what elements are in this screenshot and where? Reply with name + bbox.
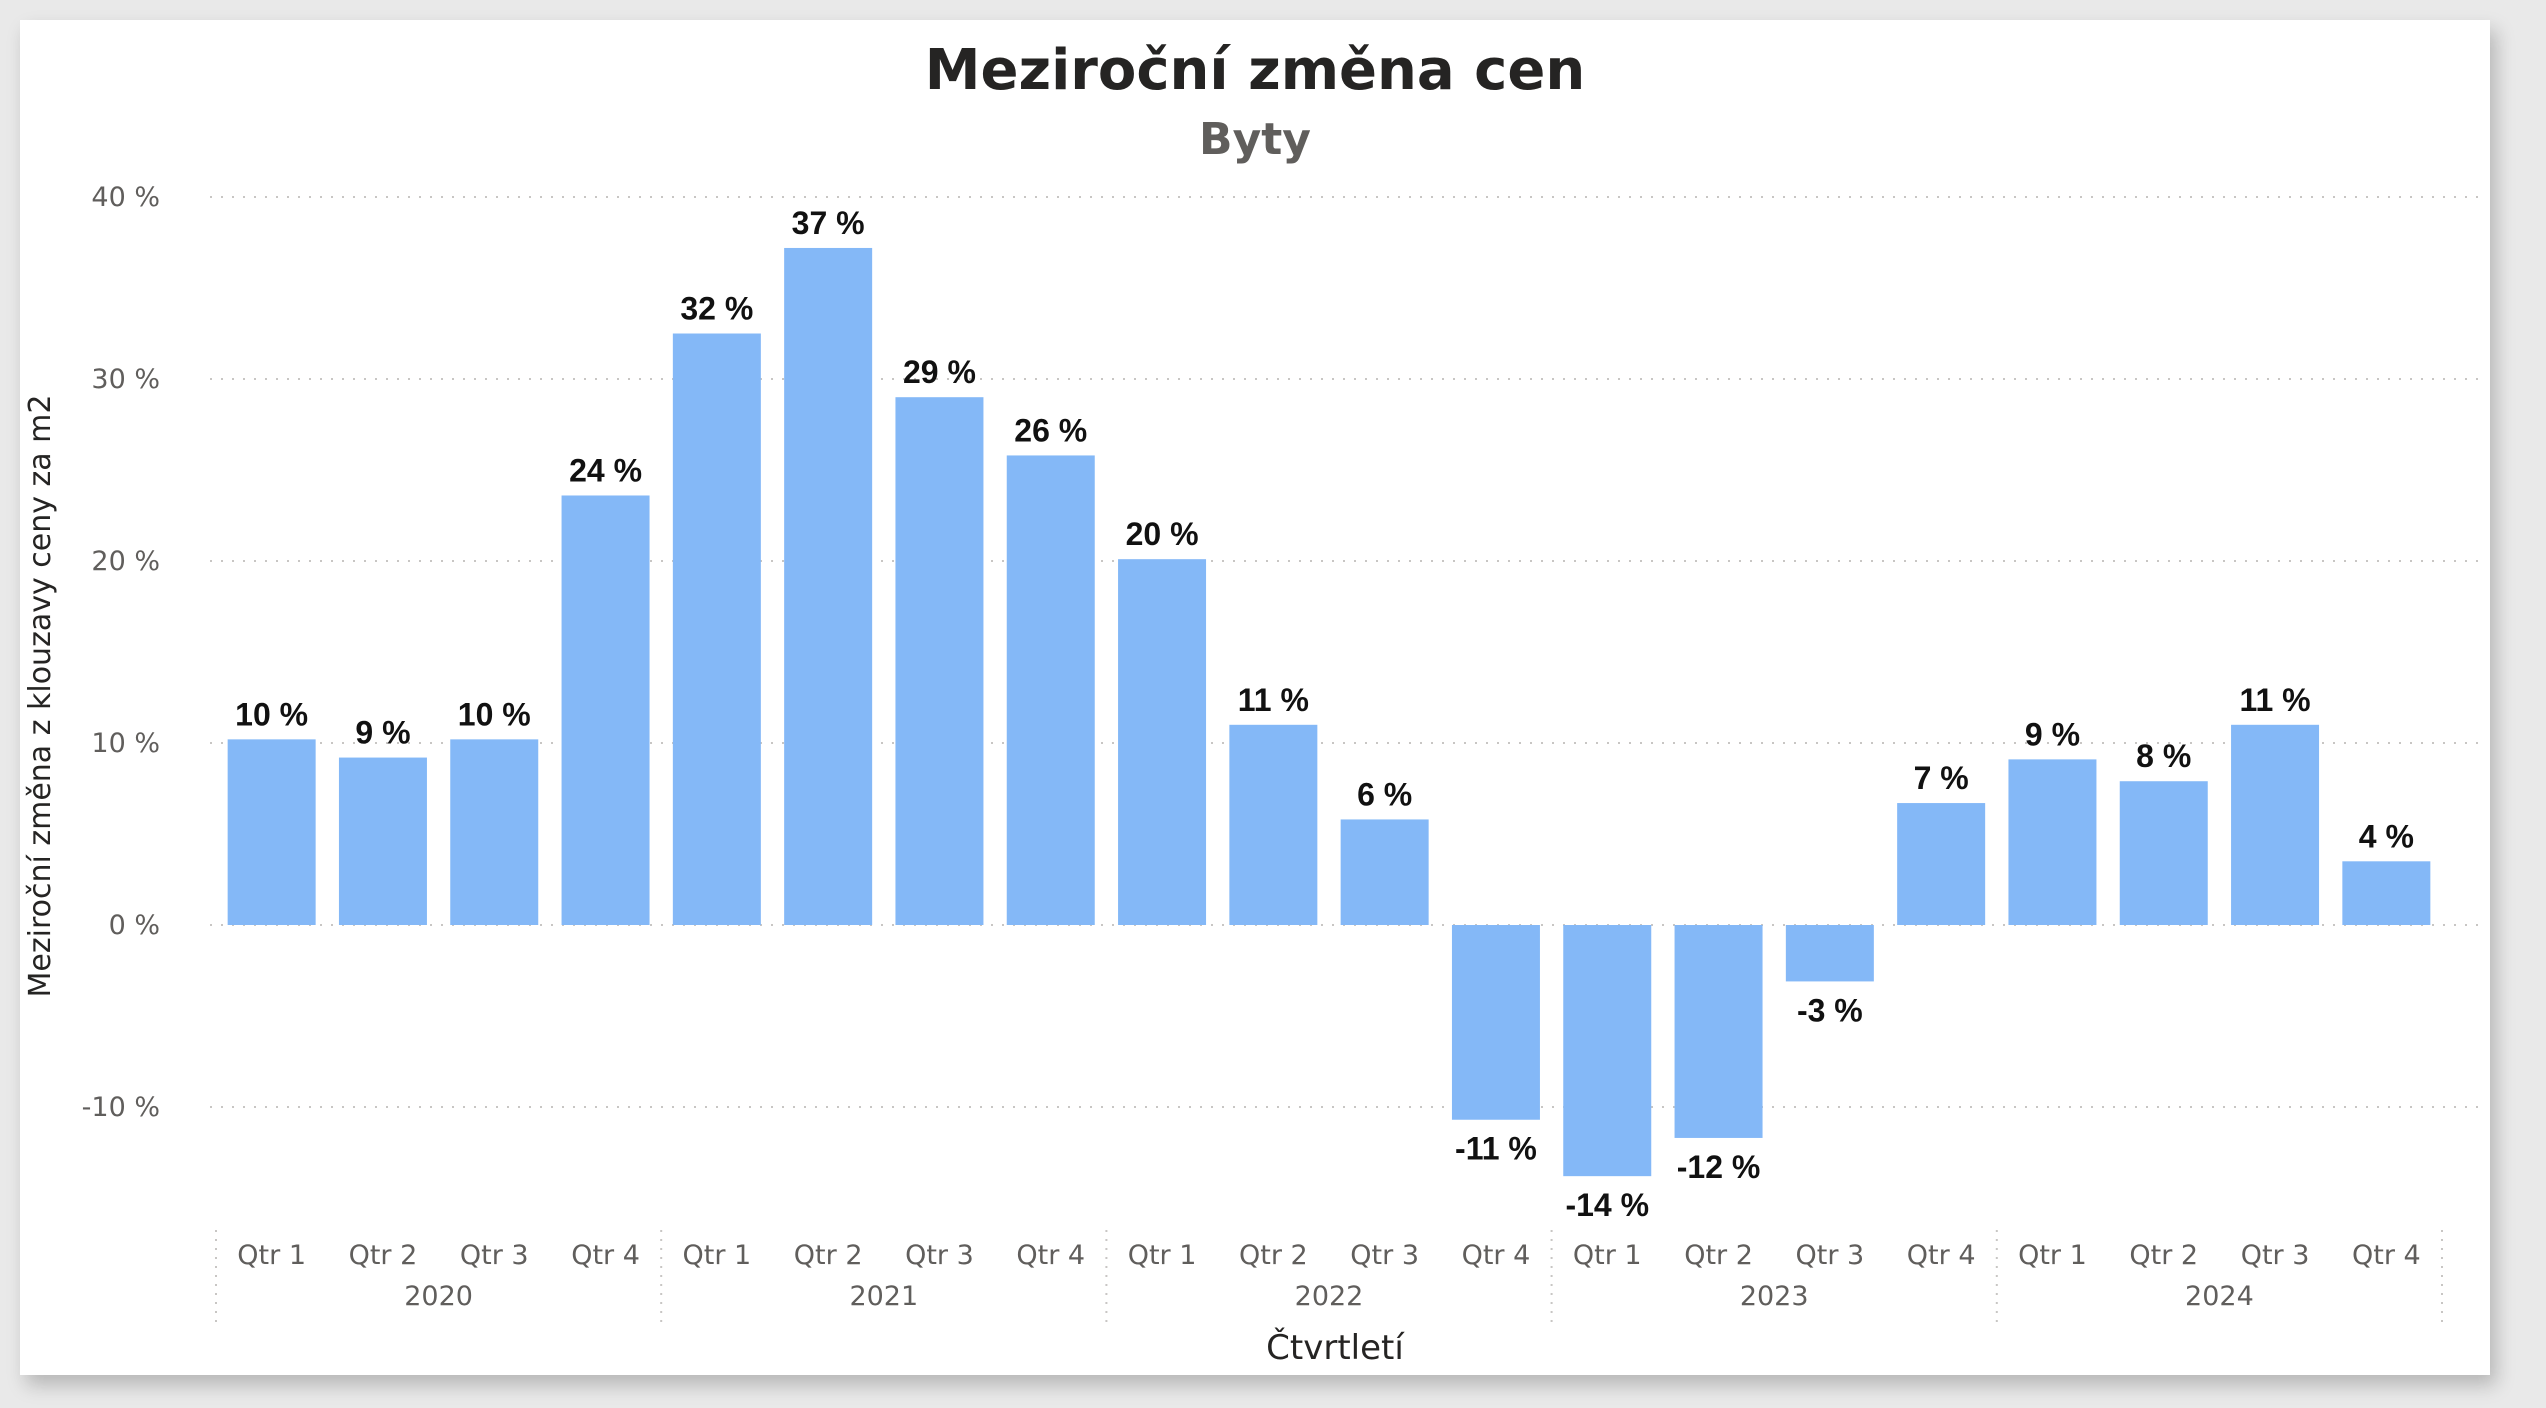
bar <box>784 247 873 925</box>
bar <box>895 397 984 925</box>
bar <box>1118 559 1207 925</box>
y-tick-label: -10 % <box>82 1092 160 1123</box>
x-tick-label: Qtr 4 <box>1907 1240 1976 1271</box>
bar <box>1897 803 1986 925</box>
chart-subtitle: Byty <box>1199 114 1311 165</box>
bar <box>2119 781 2208 925</box>
data-label: 11 % <box>2239 682 2310 718</box>
data-label: -12 % <box>1677 1149 1761 1185</box>
bar <box>561 495 650 925</box>
bar <box>1563 925 1652 1177</box>
bar <box>2008 759 2097 925</box>
x-tick-label: Qtr 3 <box>2241 1240 2310 1271</box>
data-label: 6 % <box>1357 776 1412 812</box>
data-label: 8 % <box>2136 738 2191 774</box>
x-tick-label: Qtr 1 <box>1573 1240 1642 1271</box>
bar <box>2342 861 2431 925</box>
data-label: 10 % <box>458 696 531 732</box>
x-tick-label: Qtr 1 <box>1128 1240 1197 1271</box>
bar <box>338 757 427 925</box>
bar <box>227 739 316 925</box>
bar-chart: 40 % 30 % 20 % 10 % 0 % -10 % 10 % 9 % 10 % 24 %… <box>23 182 2485 1368</box>
data-labels: 10 % 9 % 10 % 24 % 32 % 37 % 29 % 26 % 20 % 11 % 6… <box>235 205 2414 1223</box>
data-label: 7 % <box>1914 760 1969 796</box>
x-tick-label: Qtr 2 <box>794 1240 863 1271</box>
bar <box>672 333 761 925</box>
y-tick-label: 40 % <box>91 182 160 213</box>
data-label: -11 % <box>1455 1131 1537 1167</box>
data-label: 37 % <box>792 205 865 241</box>
x-tick-label: Qtr 4 <box>2352 1240 2421 1271</box>
y-tick-label: 30 % <box>91 364 160 395</box>
data-label: 9 % <box>2025 716 2080 752</box>
data-label: -14 % <box>1565 1187 1649 1223</box>
data-label: 10 % <box>235 696 308 732</box>
x-tick-label: Qtr 3 <box>905 1240 974 1271</box>
bar <box>1340 819 1429 925</box>
data-label: 26 % <box>1014 412 1087 448</box>
bars <box>227 247 2431 1177</box>
y-tick-label: 0 % <box>109 910 160 941</box>
bar <box>1451 925 1540 1120</box>
data-label: 4 % <box>2359 818 2414 854</box>
data-label: -3 % <box>1797 992 1863 1028</box>
x-year-label: 2021 <box>849 1281 918 1312</box>
y-axis-title: Meziroční změna z klouzavy ceny za m2 <box>23 395 58 998</box>
bar <box>450 739 539 925</box>
gridlines <box>210 196 2485 1108</box>
x-tick-label: Qtr 1 <box>682 1240 751 1271</box>
x-year-label: 2023 <box>1740 1281 1809 1312</box>
bar <box>1006 455 1095 925</box>
x-tick-label: Qtr 3 <box>1795 1240 1864 1271</box>
bar <box>2231 724 2320 925</box>
data-label: 32 % <box>680 291 753 327</box>
y-axis-ticks: 40 % 30 % 20 % 10 % 0 % -10 % <box>82 182 160 1123</box>
data-label: 20 % <box>1126 516 1199 552</box>
x-tick-label: Qtr 4 <box>1462 1240 1531 1271</box>
x-year-label: 2024 <box>2185 1281 2254 1312</box>
x-tick-label: Qtr 3 <box>1350 1240 1419 1271</box>
x-axis: Qtr 1 Qtr 2 Qtr 3 Qtr 4 Qtr 1 Qtr 2 Qtr 3 Qtr 4… <box>215 1230 2443 1322</box>
data-label: 11 % <box>1238 682 1309 718</box>
x-tick-label: Qtr 3 <box>460 1240 529 1271</box>
x-axis-title: Čtvrtletí <box>1266 1327 1405 1368</box>
x-year-label: 2022 <box>1295 1281 1364 1312</box>
bar <box>1785 925 1874 982</box>
chart-card: Meziroční změna cen Byty 40 % 30 % 20 % 10 … <box>20 20 2490 1375</box>
y-tick-label: 20 % <box>91 546 160 577</box>
data-label: 24 % <box>569 452 642 488</box>
x-tick-label: Qtr 4 <box>571 1240 640 1271</box>
y-tick-label: 10 % <box>91 728 160 759</box>
data-label: 9 % <box>355 715 410 751</box>
x-tick-label: Qtr 2 <box>349 1240 418 1271</box>
x-tick-label: Qtr 4 <box>1016 1240 1085 1271</box>
chart-title: Meziroční změna cen <box>924 38 1586 103</box>
x-tick-label: Qtr 1 <box>237 1240 306 1271</box>
x-year-label: 2020 <box>404 1281 473 1312</box>
bar <box>1674 925 1763 1138</box>
x-tick-label: Qtr 2 <box>1239 1240 1308 1271</box>
data-label: 29 % <box>903 354 976 390</box>
x-tick-label: Qtr 2 <box>2129 1240 2198 1271</box>
x-tick-label: Qtr 2 <box>1684 1240 1753 1271</box>
bar <box>1229 724 1318 925</box>
x-tick-label: Qtr 1 <box>2018 1240 2087 1271</box>
